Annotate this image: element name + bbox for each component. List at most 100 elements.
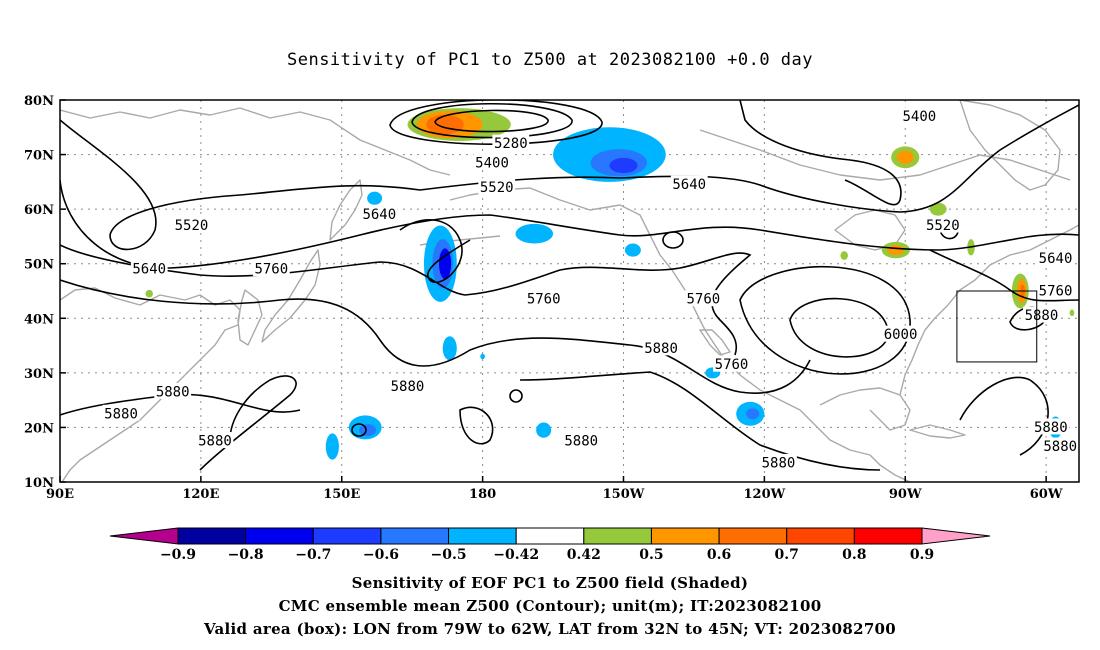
caption-contour: CMC ensemble mean Z500 (Contour); unit(m… — [278, 597, 822, 615]
colorbar-label: 0.8 — [842, 547, 866, 563]
sensitivity-patch — [442, 336, 457, 361]
contour-label: 5400 — [902, 109, 936, 125]
coastline-canada-arctic — [699, 129, 1071, 181]
y-tick-label: 40N — [24, 312, 54, 327]
y-tick-label: 80N — [24, 94, 54, 109]
contour-5880-subtrop — [519, 371, 881, 471]
axis-ticks: 90E 120E 150E 180 150W 120W 90W 60W 10N 20N 30N 40N… — [24, 94, 1063, 502]
sensitivity-patch — [896, 150, 914, 164]
contour-label-bg — [1041, 437, 1079, 454]
colorbar-bin — [515, 527, 585, 545]
coastline-kamchatka — [329, 179, 363, 241]
coastline-eastcoast — [934, 224, 1079, 319]
sensitivity-patch — [359, 424, 377, 437]
colorbar-label: −0.5 — [430, 547, 466, 563]
contour-label: 5880 — [1034, 420, 1068, 436]
contour-label-bg — [525, 290, 563, 307]
contour-label: 5520 — [480, 180, 514, 196]
contour-5880-main — [60, 279, 811, 394]
y-tick-label: 20N — [24, 421, 54, 436]
contour-label-bg — [252, 260, 290, 277]
coastlines — [60, 100, 1079, 482]
colorbar-bin — [448, 527, 517, 545]
sensitivity-patch — [929, 202, 947, 216]
colorbar-over-triangle — [921, 527, 991, 545]
colorbar: −0.9 −0.8 −0.7 −0.6 −0.5 −0.42 0.42 0.5 0.6 0.7 0.… — [109, 527, 991, 563]
colorbar-label: 0.5 — [639, 547, 663, 563]
contour-label-bg — [173, 216, 210, 233]
colorbar-label: 0.7 — [775, 547, 799, 563]
coastline-northamerica-west — [659, 254, 871, 456]
contour-label-bg — [196, 432, 234, 449]
contour-label-bg — [492, 134, 530, 151]
sensitivity-patch — [624, 243, 641, 257]
contour-5880-trop — [199, 375, 297, 471]
contour-5280-ring — [434, 109, 549, 133]
contour-label: 5760 — [1039, 284, 1073, 300]
colorbar-label: −0.6 — [363, 547, 399, 563]
sensitivity-patch — [887, 245, 905, 255]
colorbar-bin — [786, 527, 855, 545]
contour-label-bg — [642, 339, 680, 356]
contour-label: 5880 — [644, 341, 678, 357]
colorbar-label: −0.9 — [160, 547, 196, 563]
sensitivity-patch — [145, 289, 153, 298]
contour-label-bg — [360, 205, 398, 222]
contour-label-bg — [473, 153, 511, 170]
contour-label-bg — [478, 178, 516, 195]
contour-label: 5400 — [475, 155, 509, 171]
sensitivity-patch — [367, 191, 383, 205]
contour-label: 5640 — [362, 207, 396, 223]
colorbar-bin — [853, 527, 923, 545]
colorbar-bin — [312, 527, 382, 545]
contour-label: 5880 — [104, 406, 138, 422]
contour-label: 5760 — [686, 292, 720, 308]
y-tick-label: 10N — [24, 476, 54, 491]
z500-contours — [60, 100, 1079, 471]
colorbar-bin — [245, 527, 314, 545]
coastline-siberia — [60, 107, 451, 176]
contour-label: 6000 — [884, 327, 918, 343]
contour-5400-arc — [739, 100, 902, 206]
colorbar-bin — [650, 527, 720, 545]
contour-label-bg — [713, 355, 750, 372]
contour-5880-pac — [459, 406, 494, 445]
contour-label-bg — [1037, 249, 1074, 266]
coastline-japan — [261, 249, 321, 343]
caption-shading: Sensitivity of EOF PC1 to Z500 field (Sh… — [351, 574, 749, 592]
colorbar-label: −0.8 — [228, 547, 264, 563]
x-tick-label: 60W — [1030, 487, 1063, 502]
sensitivity-patch — [325, 433, 339, 460]
colorbar-bin — [177, 527, 247, 545]
x-tick-label: 90E — [46, 487, 74, 502]
coastline-centralamerica — [869, 454, 911, 482]
map-frame — [59, 99, 1080, 483]
contour-label-bg — [670, 175, 708, 192]
contour-5640-main — [60, 179, 1079, 269]
contour-label-bg — [684, 290, 722, 307]
colorbar-bin — [718, 527, 788, 545]
contour-label-bg — [924, 216, 962, 233]
sensitivity-patch — [840, 251, 848, 260]
contour-label-bg — [1023, 306, 1060, 323]
contour-label: 5880 — [391, 379, 425, 395]
coastline-gulf — [819, 387, 911, 431]
contour-label-bg — [900, 107, 938, 124]
contour-5400-outer — [389, 100, 603, 145]
sensitivity-patch — [536, 422, 552, 438]
contour-label-bg — [130, 260, 168, 277]
contour-label: 5880 — [1025, 308, 1059, 324]
valid-area-box — [956, 290, 1038, 363]
contour-5760-east — [929, 249, 1079, 302]
contour-5880-atl — [959, 376, 1049, 456]
contour-label: 5880 — [198, 434, 232, 450]
y-tick-label: 70N — [24, 149, 54, 164]
x-tick-label: 120E — [182, 487, 219, 502]
colorbar-label: 0.42 — [567, 547, 601, 563]
y-tick-label: 30N — [24, 367, 54, 382]
chart-title: Sensitivity of PC1 to Z500 at 2023082100… — [286, 50, 813, 70]
sensitivity-patch — [746, 408, 760, 420]
sensitivity-patch — [480, 353, 485, 360]
x-tick-label: 90W — [889, 487, 922, 502]
